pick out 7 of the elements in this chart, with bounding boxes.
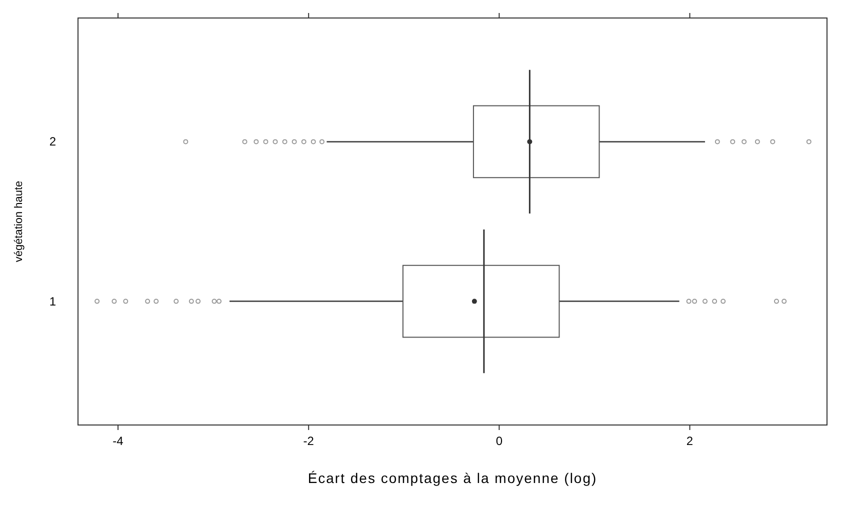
x-tick-label: 2 [686, 434, 694, 448]
y-axis-title: végétation haute [13, 180, 25, 262]
x-tick-label: 0 [496, 434, 503, 448]
x-tick-label: -2 [303, 434, 314, 448]
x-axis-title: Écart des comptages à la moyenne (log) [308, 470, 598, 486]
x-tick-label: -4 [112, 434, 124, 448]
y-tick-label: 1 [49, 294, 56, 308]
